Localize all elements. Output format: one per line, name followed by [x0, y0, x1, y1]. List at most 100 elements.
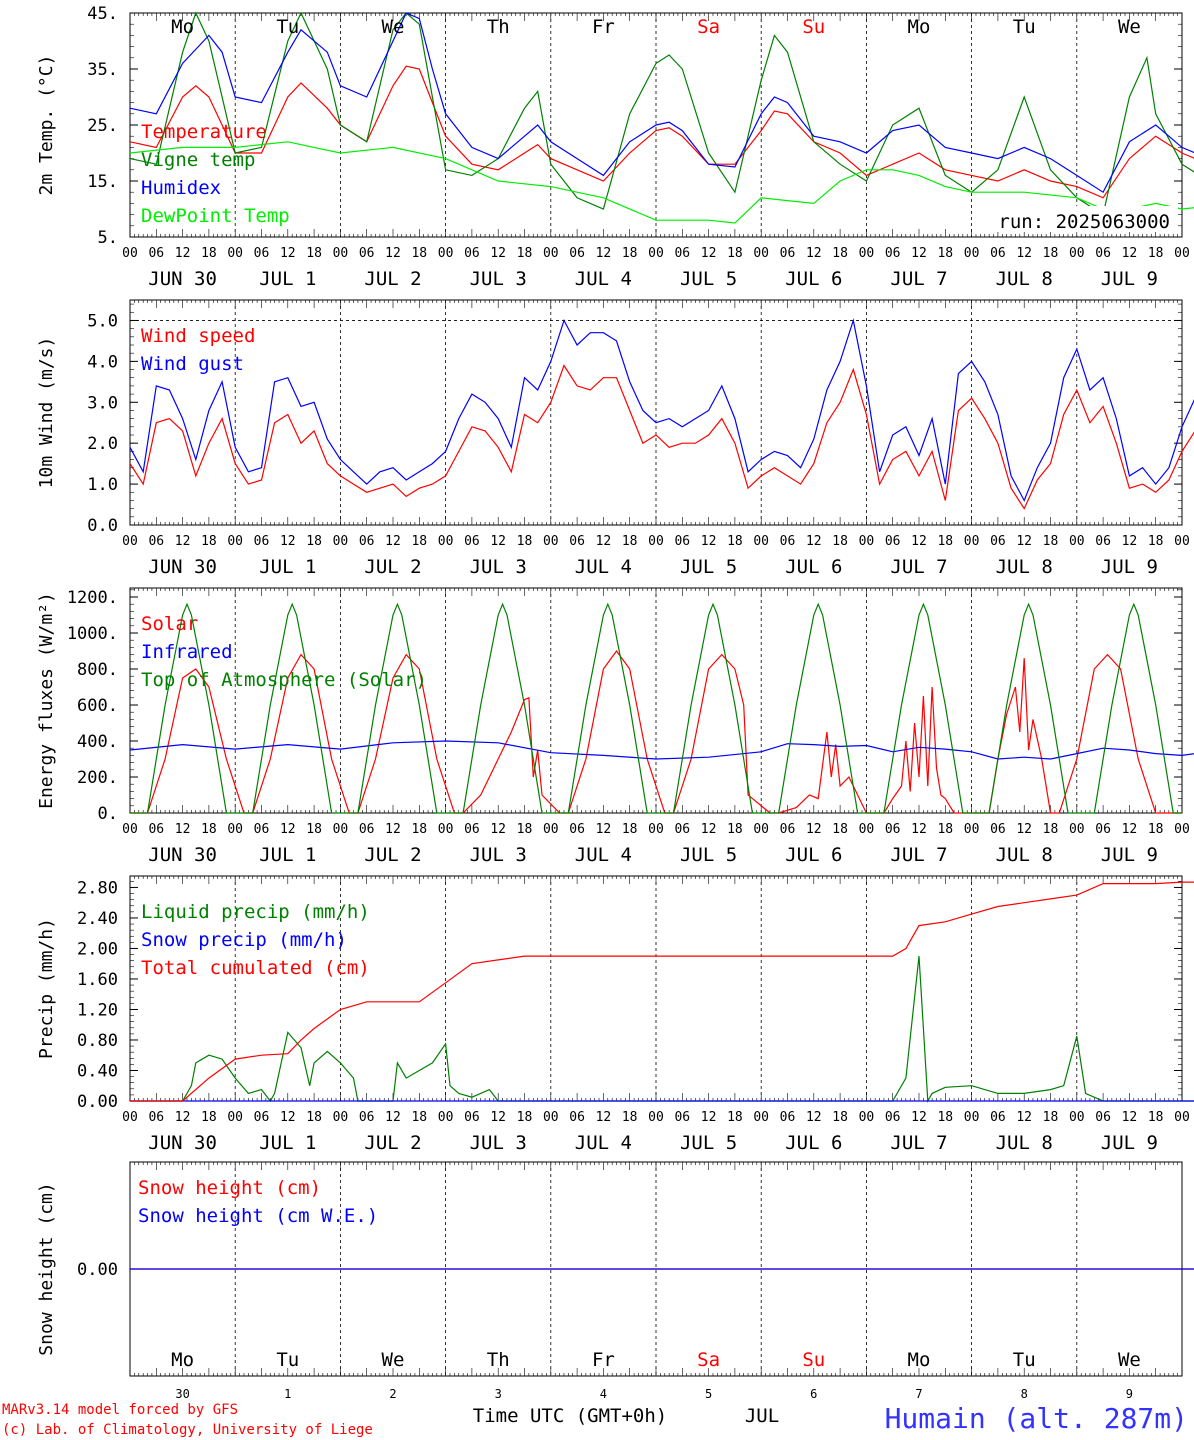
hour-tick-label: 06 [464, 822, 480, 837]
legend-entry: Infrared [141, 641, 233, 663]
hour-tick-label: 06 [674, 534, 690, 549]
hour-tick-label: 06 [359, 1110, 375, 1125]
hour-tick-label: 18 [201, 822, 217, 837]
run-label: run: 2025063000 [998, 211, 1170, 233]
hour-tick-label: 12 [175, 1110, 191, 1125]
hour-tick-label: 12 [280, 822, 296, 837]
day-name-label: Tu [276, 16, 299, 38]
hour-tick-label: 18 [306, 534, 322, 549]
day-name-label: We [382, 16, 405, 38]
hour-tick-label: 00 [859, 246, 875, 261]
hour-tick-label: 18 [1043, 822, 1059, 837]
y-tick-label: 1.0 [87, 475, 118, 495]
series-line-liquid-precip-mm-h- [130, 956, 1194, 1104]
hour-tick-label: 12 [1016, 246, 1032, 261]
hour-tick-label: 06 [780, 1110, 796, 1125]
hour-tick-label: 12 [385, 1110, 401, 1125]
hour-tick-label: 18 [937, 534, 953, 549]
y-tick-label: 0.0 [87, 516, 118, 536]
hour-tick-label: 12 [596, 534, 612, 549]
day-number-label: 9 [1126, 1387, 1133, 1401]
hour-tick-label: 12 [280, 246, 296, 261]
legend-entry: Wind speed [141, 325, 255, 347]
day-name-label: Sa [697, 1349, 720, 1371]
hour-tick-label: 00 [648, 246, 664, 261]
day-number-label: 30 [175, 1387, 189, 1401]
date-label: JUL 7 [890, 268, 947, 290]
hour-tick-label: 00 [1069, 534, 1085, 549]
series-line-humidex [129, 12, 1194, 194]
hour-tick-label: 12 [911, 1110, 927, 1125]
series-line-wind-gust [129, 318, 1194, 502]
hour-tick-label: 12 [596, 246, 612, 261]
hour-tick-label: 18 [306, 1110, 322, 1125]
hour-tick-label: 00 [543, 822, 559, 837]
hour-tick-label: 12 [1122, 534, 1138, 549]
day-number-label: 5 [705, 1387, 712, 1401]
hour-tick-label: 00 [543, 1110, 559, 1125]
hour-tick-label: 00 [122, 822, 138, 837]
hour-tick-label: 12 [490, 246, 506, 261]
hour-tick-label: 06 [254, 1110, 270, 1125]
y-axis-label: 10m Wind (m/s) [36, 337, 57, 489]
hour-tick-label: 00 [438, 1110, 454, 1125]
legend-entry: Snow height (cm) [138, 1177, 321, 1199]
hour-tick-label: 12 [280, 534, 296, 549]
legend-entry: DewPoint Temp [141, 205, 290, 227]
hour-tick-label: 18 [727, 1110, 743, 1125]
hour-tick-label: 18 [622, 822, 638, 837]
date-label: JUL 6 [785, 556, 842, 578]
date-label: JUL 8 [996, 844, 1053, 866]
y-axis-label: Precip (mm/h) [36, 918, 57, 1059]
day-name-label: Fr [592, 1349, 615, 1371]
hour-tick-label: 12 [1122, 246, 1138, 261]
day-name-label: We [1118, 1349, 1141, 1371]
day-number-label: 8 [1021, 1387, 1028, 1401]
hour-tick-label: 12 [701, 246, 717, 261]
hour-tick-label: 00 [227, 822, 243, 837]
date-label: JUL 1 [259, 556, 316, 578]
y-tick-label: 1.20 [77, 1000, 118, 1020]
day-name-label: Th [487, 1349, 510, 1371]
y-tick-label: 1200. [67, 588, 118, 608]
hour-tick-label: 12 [806, 534, 822, 549]
hour-tick-label: 00 [648, 534, 664, 549]
hour-tick-label: 00 [333, 534, 349, 549]
hour-tick-label: 12 [701, 822, 717, 837]
hour-tick-label: 12 [385, 246, 401, 261]
hour-tick-label: 00 [227, 534, 243, 549]
hour-tick-label: 06 [359, 534, 375, 549]
hour-tick-label: 12 [701, 1110, 717, 1125]
y-tick-label: 2.80 [77, 878, 118, 898]
hour-tick-label: 06 [1095, 1110, 1111, 1125]
legend-entry: Humidex [141, 177, 221, 199]
hour-tick-label: 00 [438, 246, 454, 261]
date-label: JUL 5 [680, 268, 737, 290]
date-label: JUL 8 [996, 1132, 1053, 1154]
date-label: JUL 2 [364, 844, 421, 866]
day-number-label: 4 [600, 1387, 607, 1401]
hour-tick-label: 18 [517, 246, 533, 261]
hour-tick-label: 12 [1016, 822, 1032, 837]
hour-tick-label: 12 [385, 534, 401, 549]
legend-entry: Wind gust [141, 353, 244, 375]
date-label: JUL 7 [890, 1132, 947, 1154]
hour-tick-label: 06 [254, 534, 270, 549]
hour-tick-label: 00 [333, 246, 349, 261]
hour-tick-label: 00 [122, 1110, 138, 1125]
hour-tick-label: 06 [569, 822, 585, 837]
y-tick-label: 35. [87, 60, 118, 80]
day-name-label: Th [487, 16, 510, 38]
day-number-label: 1 [284, 1387, 291, 1401]
hour-tick-label: 12 [280, 1110, 296, 1125]
date-label: JUN 30 [148, 268, 217, 290]
date-label: JUL 3 [470, 268, 527, 290]
date-label: JUL 8 [996, 268, 1053, 290]
hour-tick-label: 18 [727, 246, 743, 261]
hour-tick-label: 06 [1095, 534, 1111, 549]
hour-tick-label: 12 [1016, 1110, 1032, 1125]
date-label: JUL 4 [575, 268, 632, 290]
hour-tick-label: 06 [359, 246, 375, 261]
hour-tick-label: 18 [411, 534, 427, 549]
day-name-label: Mo [171, 1349, 194, 1371]
